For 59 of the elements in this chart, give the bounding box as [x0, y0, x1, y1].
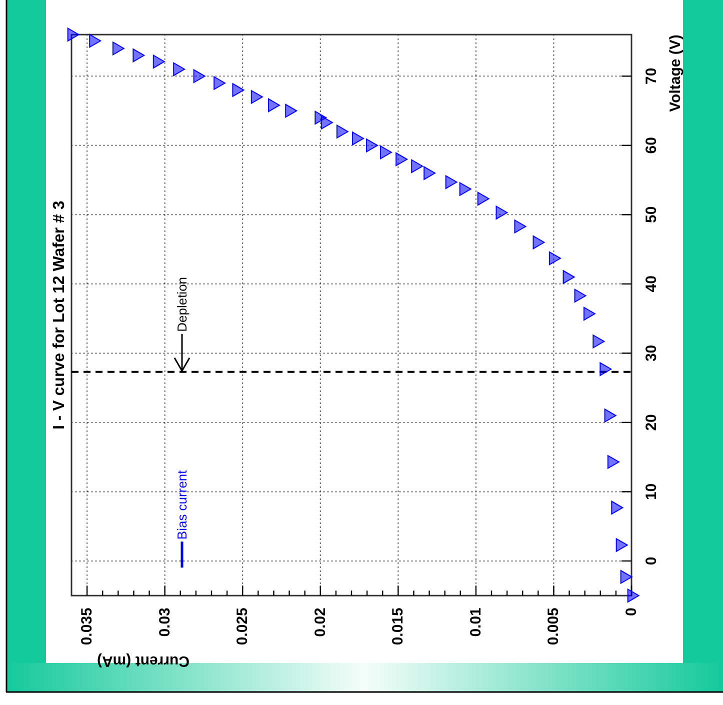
- point: [152, 54, 165, 68]
- point: [600, 362, 612, 376]
- point: [173, 62, 186, 76]
- point: [193, 69, 206, 84]
- x-tick-label: 0.01: [467, 608, 484, 637]
- point: [352, 132, 364, 146]
- point: [496, 206, 508, 220]
- y-tick-label: 50: [643, 206, 660, 224]
- point: [314, 110, 327, 125]
- y-tick-label: 10: [643, 483, 660, 500]
- point: [514, 220, 526, 234]
- y-axis-title: Voltage (V): [667, 34, 684, 112]
- point: [548, 251, 561, 266]
- point: [285, 104, 298, 118]
- point: [366, 138, 378, 152]
- x-tick-label: 0: [623, 608, 640, 616]
- y-tick-label: 60: [643, 137, 660, 154]
- point: [459, 182, 472, 196]
- point: [232, 83, 244, 97]
- point: [477, 192, 490, 206]
- text: Bias current: [174, 470, 190, 540]
- point: [411, 159, 424, 174]
- point: [396, 152, 408, 166]
- point: [336, 124, 348, 138]
- point: [607, 455, 620, 469]
- y-tick-label: 40: [643, 276, 660, 292]
- point: [214, 76, 226, 90]
- point: [112, 42, 124, 56]
- point: [616, 538, 628, 552]
- x-tick-label: 0.005: [545, 608, 562, 646]
- x-tick-label: 0.035: [78, 608, 96, 646]
- point: [627, 588, 640, 602]
- point: [380, 145, 392, 160]
- y-tick-label: 70: [643, 68, 660, 84]
- x-axis-title: Current (mA): [97, 652, 190, 670]
- x-tick-label: 0.02: [312, 608, 329, 637]
- point: [574, 288, 586, 303]
- point: [445, 175, 458, 189]
- point: [604, 408, 616, 422]
- point: [268, 98, 280, 112]
- point: [611, 500, 624, 514]
- y-tick-label: 0: [643, 556, 660, 566]
- point: [250, 90, 263, 104]
- point: [132, 48, 145, 62]
- point: [532, 236, 545, 250]
- text: I - V curve for Lot 12 Wafer # 3: [51, 200, 68, 430]
- point: [620, 570, 632, 584]
- x-tick-label: 0.015: [390, 608, 407, 646]
- ref-line-label: Depletion: [174, 276, 190, 332]
- point: [592, 334, 605, 348]
- point: [583, 306, 596, 321]
- x-tick-label: 0.03: [156, 608, 174, 637]
- y-tick-label: 30: [643, 344, 660, 362]
- point: [562, 270, 575, 284]
- point: [424, 166, 436, 180]
- point: [89, 34, 102, 48]
- y-tick-label: 20: [643, 414, 660, 431]
- x-tick-label: 0.025: [234, 608, 252, 646]
- point: [67, 28, 80, 42]
